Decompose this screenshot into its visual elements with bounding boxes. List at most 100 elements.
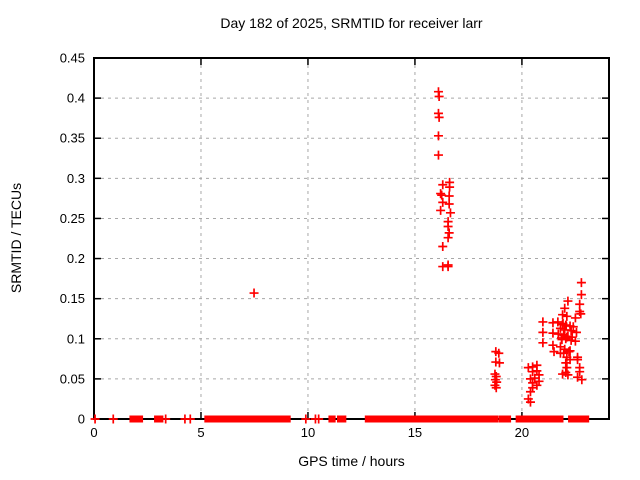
zero-band-marker bbox=[301, 414, 311, 424]
data-point-marker bbox=[525, 387, 535, 397]
zero-band-segment bbox=[336, 415, 347, 423]
zero-band-segment bbox=[370, 415, 379, 423]
x-tick-label: 0 bbox=[90, 425, 97, 440]
chart-title: Day 182 of 2025, SRMTID for receiver lar… bbox=[220, 15, 483, 31]
data-point-marker bbox=[434, 92, 444, 102]
zero-band-segment bbox=[455, 415, 465, 423]
data-point-marker bbox=[575, 367, 585, 377]
y-tick-label: 0.05 bbox=[60, 371, 85, 386]
x-axis-label: GPS time / hours bbox=[298, 453, 405, 469]
x-tick-label: 10 bbox=[301, 425, 315, 440]
data-point-marker bbox=[443, 233, 453, 243]
zero-band-segment bbox=[394, 415, 409, 423]
zero-band-segment bbox=[281, 415, 291, 423]
zero-band-segment bbox=[553, 415, 564, 423]
data-point-marker bbox=[538, 317, 548, 327]
data-point-marker bbox=[563, 370, 573, 380]
x-tick-label: 15 bbox=[408, 425, 422, 440]
data-point-marker bbox=[532, 366, 542, 376]
data-point-marker bbox=[558, 310, 568, 320]
zero-band-segment bbox=[154, 415, 164, 423]
plot-border bbox=[93, 57, 610, 420]
data-point-marker bbox=[528, 383, 538, 393]
zero-band-segment bbox=[204, 415, 221, 423]
zero-band-segment bbox=[515, 415, 535, 423]
data-point-marker bbox=[557, 335, 567, 345]
data-point-marker bbox=[555, 323, 565, 333]
zero-band-segment bbox=[447, 415, 459, 423]
zero-band-segment bbox=[237, 415, 270, 423]
data-point-marker bbox=[436, 189, 446, 199]
zero-band-segment bbox=[405, 415, 441, 423]
zero-band-segment bbox=[577, 415, 590, 423]
data-point-marker bbox=[570, 313, 580, 323]
y-tick-label: 0.3 bbox=[67, 171, 85, 186]
y-tick-label: 0 bbox=[78, 412, 85, 427]
data-point-marker bbox=[249, 288, 259, 298]
data-point-marker bbox=[443, 262, 453, 272]
y-tick-label: 0.25 bbox=[60, 211, 85, 226]
zero-band-segment bbox=[498, 415, 512, 423]
data-point-marker bbox=[548, 340, 558, 350]
zero-band-segment bbox=[437, 415, 450, 423]
data-point-marker bbox=[445, 182, 455, 192]
zero-band-marker bbox=[108, 414, 118, 424]
data-point-marker bbox=[576, 290, 586, 300]
data-point-marker bbox=[570, 336, 580, 346]
data-point-marker bbox=[534, 376, 544, 386]
data-point-marker bbox=[566, 326, 576, 336]
y-tick-label: 0.4 bbox=[67, 91, 85, 106]
data-point-marker bbox=[438, 242, 448, 252]
zero-band-segment bbox=[480, 415, 488, 423]
data-point-marker bbox=[577, 375, 587, 385]
x-tick-label: 20 bbox=[515, 425, 529, 440]
data-point-marker bbox=[436, 205, 446, 215]
data-point-marker bbox=[565, 346, 575, 356]
zero-band-segment bbox=[328, 415, 336, 423]
y-tick-label: 0.15 bbox=[60, 291, 85, 306]
data-point-marker bbox=[491, 383, 501, 393]
y-tick-label: 0.35 bbox=[60, 131, 85, 146]
data-point-marker bbox=[549, 347, 559, 357]
zero-band-marker bbox=[185, 414, 195, 424]
data-point-marker bbox=[443, 221, 453, 231]
zero-band-segment bbox=[219, 415, 240, 423]
zero-band-segment bbox=[538, 415, 555, 423]
y-tick-label: 0.45 bbox=[60, 51, 85, 66]
zero-band-segment bbox=[484, 415, 499, 423]
zero-band-segment bbox=[463, 415, 484, 423]
data-point-marker bbox=[525, 397, 535, 407]
data-point-marker bbox=[445, 208, 455, 218]
zero-band-segment bbox=[129, 415, 144, 423]
x-tick-label: 5 bbox=[197, 425, 204, 440]
data-point-marker bbox=[438, 197, 448, 207]
data-point-marker bbox=[494, 358, 504, 368]
data-point-marker bbox=[563, 296, 573, 306]
data-point-marker bbox=[562, 311, 572, 321]
data-point-marker bbox=[434, 112, 444, 122]
zero-band-marker bbox=[161, 414, 171, 424]
data-point-marker bbox=[444, 191, 454, 201]
data-point-marker bbox=[562, 363, 572, 373]
data-point-marker bbox=[433, 150, 443, 160]
data-point-marker bbox=[576, 309, 586, 319]
y-tick-label: 0.2 bbox=[67, 251, 85, 266]
data-point-marker bbox=[494, 348, 504, 358]
zero-band-segment bbox=[377, 415, 398, 423]
zero-band-marker bbox=[314, 414, 324, 424]
data-point-marker bbox=[538, 338, 548, 348]
zero-band-marker bbox=[90, 414, 100, 424]
zero-band-segment bbox=[267, 415, 284, 423]
data-point-marker bbox=[576, 278, 586, 288]
data-point-marker bbox=[573, 355, 583, 365]
y-tick-label: 0.1 bbox=[67, 331, 85, 346]
data-point-marker bbox=[444, 228, 454, 238]
zero-band-segment bbox=[364, 415, 374, 423]
data-point-marker bbox=[553, 317, 563, 327]
data-point-marker bbox=[433, 131, 443, 141]
data-point-marker bbox=[568, 322, 578, 332]
zero-band-segment bbox=[532, 415, 540, 423]
data-point-marker bbox=[438, 180, 448, 190]
